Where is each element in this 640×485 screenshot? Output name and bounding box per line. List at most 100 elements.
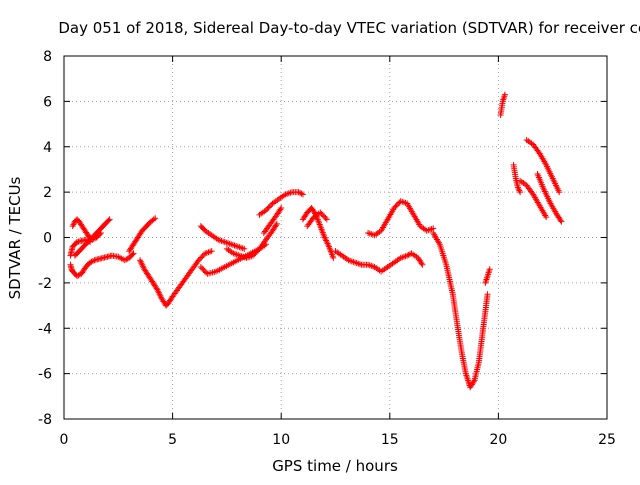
series-track-06 (137, 248, 215, 309)
data-point (152, 215, 159, 222)
y-tick-label: -4 (38, 321, 52, 337)
data-point (318, 210, 325, 217)
series-track-04 (71, 216, 113, 259)
x-tick-label: 15 (381, 432, 399, 448)
data-point (330, 254, 337, 261)
data-point (484, 291, 491, 298)
data-point (199, 253, 206, 260)
y-tick-label: -8 (38, 412, 52, 428)
data-point (299, 191, 306, 198)
series-track-01 (67, 250, 137, 280)
data-point (262, 207, 269, 214)
data-point (201, 268, 208, 275)
data-point (105, 217, 112, 224)
data-point (266, 203, 273, 210)
y-tick-label: 6 (43, 94, 52, 110)
data-point (253, 248, 260, 255)
data-point (265, 204, 272, 211)
data-point (298, 190, 305, 197)
data-point (319, 212, 326, 219)
data-point (273, 220, 280, 227)
series-track-14 (332, 248, 426, 275)
grid (64, 56, 607, 419)
data-point (123, 256, 130, 263)
data-points (67, 91, 565, 391)
x-tick-label: 10 (272, 432, 290, 448)
y-axis-label: SDTVAR / TECUs (6, 176, 24, 299)
axis-ticks: 0 5 10 15 20 25 -8 -6 -4 -2 0 2 4 6 8 (38, 49, 616, 448)
series-track-05 (126, 215, 159, 255)
series-track-07 (197, 223, 248, 252)
data-point (486, 266, 493, 273)
data-point (392, 203, 399, 210)
data-point (515, 186, 522, 193)
data-point (198, 254, 205, 261)
y-tick-label: 0 (43, 231, 52, 247)
data-point (558, 218, 565, 225)
data-point (106, 216, 113, 223)
data-point (297, 189, 304, 196)
data-point (195, 257, 202, 264)
series-track-11 (260, 205, 285, 236)
data-point (557, 217, 564, 224)
series-track-20 (517, 177, 550, 221)
data-point (196, 255, 203, 262)
data-point (321, 213, 328, 220)
data-point (197, 263, 204, 270)
data-point (543, 214, 550, 221)
x-axis-label: GPS time / hours (272, 457, 398, 475)
series-track-22 (534, 170, 565, 225)
data-point (278, 205, 285, 212)
data-point (252, 249, 259, 256)
data-point (556, 189, 563, 196)
series-track-03 (69, 216, 104, 243)
x-tick-label: 25 (598, 432, 616, 448)
data-point (501, 91, 508, 98)
series-track-13 (304, 209, 330, 230)
series-track-10 (256, 189, 306, 218)
data-point (517, 189, 524, 196)
data-point (208, 248, 215, 255)
data-point (317, 209, 324, 216)
data-point (129, 251, 136, 258)
x-tick-label: 0 (60, 432, 69, 448)
y-tick-label: 4 (43, 140, 52, 156)
y-tick-label: 8 (43, 49, 52, 65)
data-point (272, 222, 279, 229)
data-point (395, 200, 402, 207)
data-point (251, 251, 258, 258)
data-point (391, 205, 398, 212)
y-tick-label: -6 (38, 367, 52, 383)
data-point (264, 205, 271, 212)
data-point (241, 245, 248, 252)
series-track-17 (482, 266, 493, 286)
data-point (130, 250, 137, 257)
data-point (323, 216, 330, 223)
data-point (89, 257, 96, 264)
y-tick-label: -2 (38, 276, 52, 292)
data-point (277, 206, 284, 213)
x-tick-label: 5 (168, 432, 177, 448)
data-point (419, 261, 426, 268)
series-track-15 (365, 198, 437, 239)
y-tick-label: 2 (43, 185, 52, 201)
x-tick-label: 20 (489, 432, 507, 448)
data-point (199, 265, 206, 272)
series-track-21 (523, 136, 563, 196)
series-track-08 (197, 241, 269, 277)
series-track-02 (67, 236, 94, 259)
data-point (249, 252, 256, 259)
data-point (470, 378, 477, 385)
data-point (150, 216, 157, 223)
series-track-18 (497, 91, 508, 118)
data-point (393, 202, 400, 209)
data-point (418, 260, 425, 267)
chart-title: Day 051 of 2018, Sidereal Day-to-day VTE… (58, 19, 640, 37)
series-track-19 (510, 161, 524, 196)
data-point (200, 266, 207, 273)
series-track-16 (430, 229, 491, 391)
plot-area-frame (63, 55, 608, 420)
series-track-09 (223, 220, 280, 261)
